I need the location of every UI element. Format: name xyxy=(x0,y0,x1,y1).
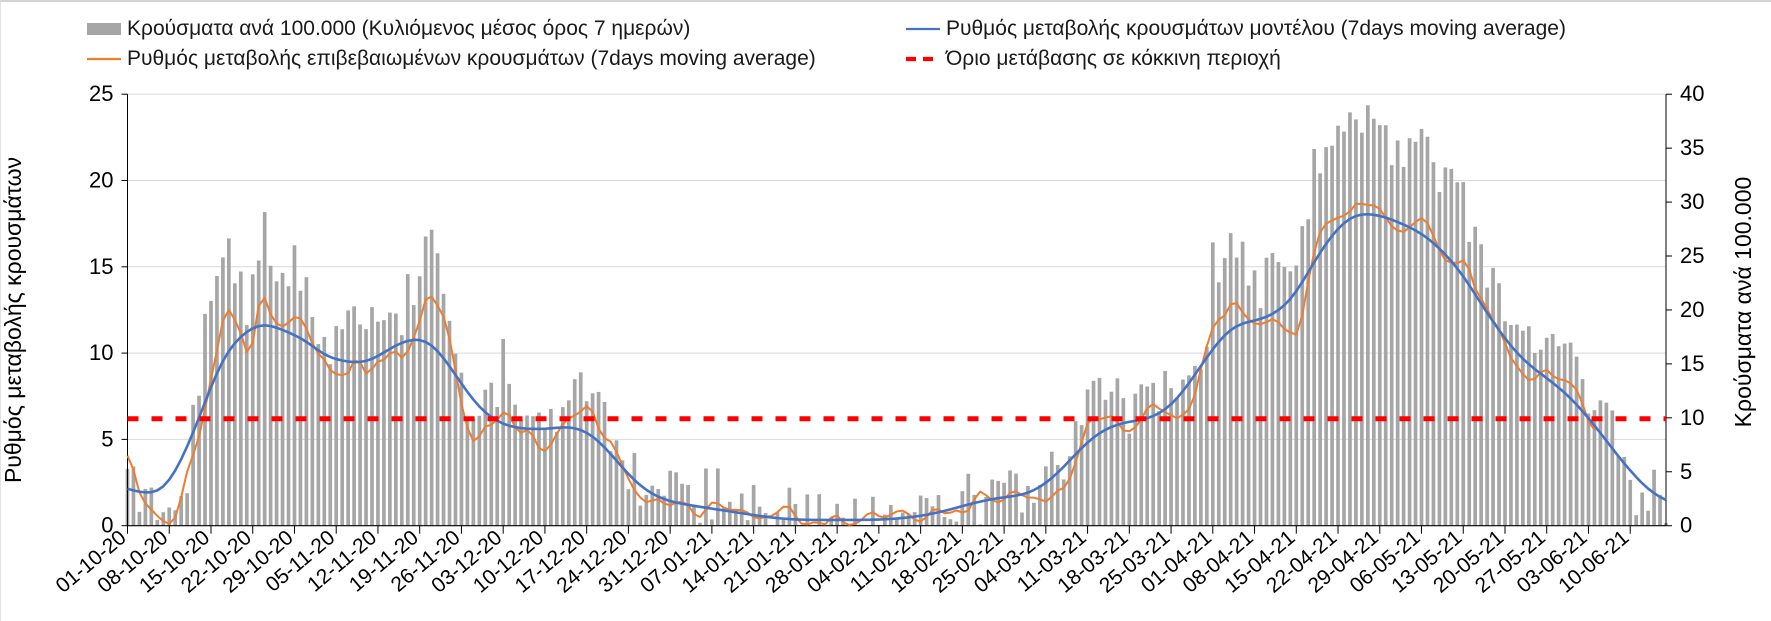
svg-text:20: 20 xyxy=(89,168,113,193)
svg-text:Ρυθμός μεταβολής κρουσμάτων: Ρυθμός μεταβολής κρουσμάτων xyxy=(1,157,26,483)
svg-text:25: 25 xyxy=(1680,243,1704,268)
svg-text:0: 0 xyxy=(1680,513,1692,538)
svg-text:Ρυθμός μεταβολής κρουσμάτων μο: Ρυθμός μεταβολής κρουσμάτων μοντέλου (7d… xyxy=(946,17,1566,40)
svg-text:10: 10 xyxy=(1680,405,1704,430)
svg-text:40: 40 xyxy=(1680,81,1704,106)
svg-text:Κρούσματα ανά 100.000 (Κυλιόμε: Κρούσματα ανά 100.000 (Κυλιόμενος μέσος … xyxy=(127,17,690,40)
svg-text:15: 15 xyxy=(89,254,113,279)
svg-text:Όριο μετάβασης σε κόκκινη περι: Όριο μετάβασης σε κόκκινη περιοχή xyxy=(945,47,1281,70)
svg-text:35: 35 xyxy=(1680,135,1704,160)
svg-text:5: 5 xyxy=(1680,459,1692,484)
svg-text:10: 10 xyxy=(89,340,113,365)
svg-text:5: 5 xyxy=(101,426,113,451)
svg-text:25: 25 xyxy=(89,81,113,106)
svg-text:Ρυθμός μεταβολής επιβεβαιωμένω: Ρυθμός μεταβολής επιβεβαιωμένων κρουσμάτ… xyxy=(127,47,816,70)
svg-text:15: 15 xyxy=(1680,351,1704,376)
svg-text:Κρούσματα ανά 100.000: Κρούσματα ανά 100.000 xyxy=(1730,177,1756,428)
svg-text:20: 20 xyxy=(1680,297,1704,322)
svg-text:30: 30 xyxy=(1680,189,1704,214)
